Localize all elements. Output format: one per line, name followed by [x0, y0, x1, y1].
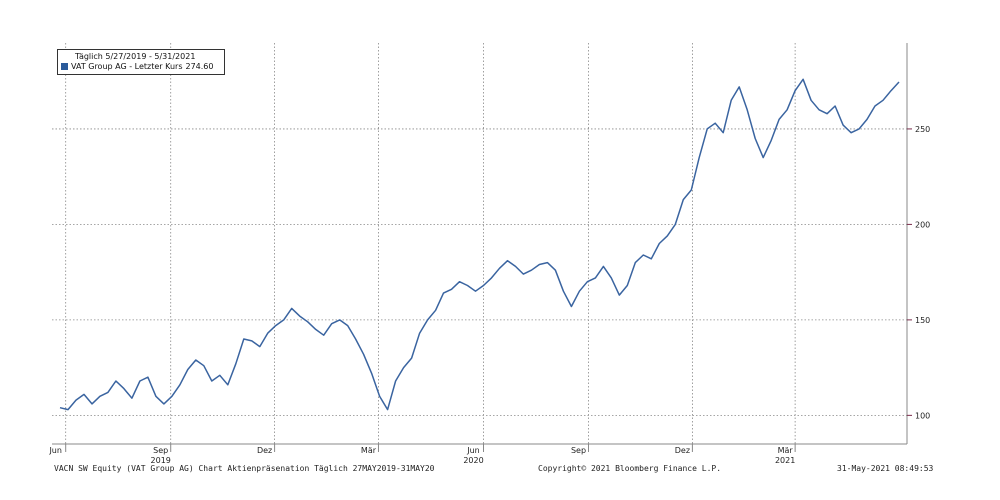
footer-copyright: Copyright© 2021 Bloomberg Finance L.P.: [538, 464, 722, 473]
x-tick-label: Sep: [571, 446, 586, 455]
y-tick-label: 200: [915, 220, 930, 229]
legend-series-name: VAT Group AG - Letzter Kurs: [71, 62, 183, 71]
x-year-label: 2021: [775, 456, 795, 465]
y-tick-label: 100: [915, 411, 930, 420]
y-tick-label: 150: [915, 316, 930, 325]
y-tick-label: 250: [915, 125, 930, 134]
x-tick-label: Dez: [675, 446, 690, 455]
price-series-line: [59, 78, 900, 411]
x-tick-label: Mär: [778, 446, 794, 455]
x-year-label: 2019: [151, 456, 171, 465]
footer-timestamp: 31-May-2021 08:49:53: [837, 464, 934, 473]
x-tick-label: Dez: [257, 446, 272, 455]
x-tick-label: Jun: [48, 446, 62, 455]
chart-legend: Täglich 5/27/2019 - 5/31/2021 VAT Group …: [57, 49, 225, 75]
legend-title: Täglich 5/27/2019 - 5/31/2021: [75, 52, 196, 61]
plot-area: [52, 43, 907, 444]
x-year-label: 2020: [463, 456, 483, 465]
legend-swatch: [61, 63, 68, 70]
x-tick-label: Jun: [466, 446, 480, 455]
legend-last-value: 274.60: [185, 62, 214, 71]
x-tick-label: Sep: [153, 446, 168, 455]
legend-entry: VAT Group AG - Letzter Kurs 274.60: [61, 62, 213, 71]
footer-source: VACN SW Equity (VAT Group AG) Chart Akti…: [54, 464, 435, 473]
x-tick-label: Mär: [361, 446, 377, 455]
